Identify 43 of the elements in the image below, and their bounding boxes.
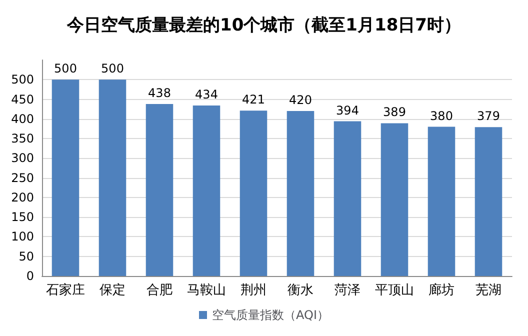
bar (474, 127, 502, 276)
data-label: 438 (148, 86, 171, 100)
x-tick-label: 廊坊 (428, 282, 454, 298)
y-tick-label: 100 (11, 230, 34, 244)
bar (334, 121, 362, 276)
data-label: 500 (101, 62, 124, 76)
bar (98, 80, 126, 276)
y-tick-label: 400 (11, 112, 34, 126)
x-tick-label: 石家庄 (46, 282, 85, 298)
data-label: 389 (383, 105, 406, 120)
x-tick-label: 衡水 (288, 283, 314, 298)
y-tick-label: 150 (11, 210, 34, 224)
x-tick-label: 合肥 (146, 283, 172, 298)
data-label: 380 (430, 108, 453, 123)
data-label: 500 (54, 62, 77, 76)
chart-title: 今日空气质量最差的10个城市（截至1月18日7时） (66, 16, 461, 36)
data-label: 434 (195, 88, 218, 102)
y-tick-label: 200 (11, 190, 34, 204)
y-tick-label: 450 (11, 92, 34, 106)
y-tick-label: 350 (11, 132, 34, 146)
bar (380, 123, 408, 276)
x-tick-label: 马鞍山 (187, 283, 226, 298)
bar (52, 80, 80, 276)
bar (286, 111, 314, 276)
data-label: 394 (336, 103, 359, 118)
x-tick-label: 平顶山 (375, 283, 414, 298)
bar (428, 126, 456, 276)
data-label: 420 (289, 93, 312, 108)
data-label: 421 (242, 92, 265, 107)
y-tick-label: 0 (26, 269, 34, 283)
x-tick-label: 荆州 (240, 283, 266, 298)
x-tick-label: 菏泽 (334, 283, 360, 298)
x-tick-label: 芜湖 (476, 283, 502, 298)
y-tick-label: 250 (11, 170, 34, 185)
bar (192, 106, 220, 276)
bar (240, 110, 268, 276)
legend-label: 空气质量指数（AQI） (212, 308, 329, 322)
y-tick-label: 50 (18, 249, 34, 264)
bar (146, 104, 174, 276)
y-tick-label: 500 (11, 72, 34, 87)
x-tick-label: 保定 (100, 283, 126, 298)
data-label: 379 (477, 109, 500, 124)
y-tick-label: 300 (11, 151, 34, 166)
